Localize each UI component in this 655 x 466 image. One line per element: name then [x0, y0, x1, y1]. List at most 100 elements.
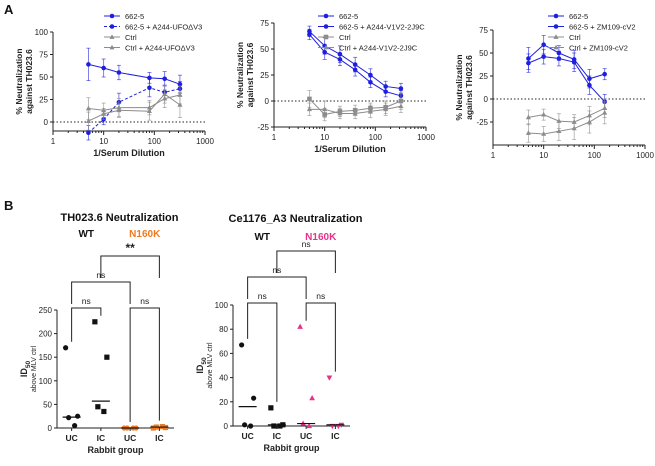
x-axis-label: 1/Serum Dilution	[93, 148, 165, 158]
data-point	[352, 67, 358, 73]
series-line	[528, 107, 605, 123]
group-3	[150, 423, 169, 431]
group-label-wt: WT	[78, 229, 94, 240]
group-2	[297, 323, 316, 429]
id50-chart-th023: TH023.6 Neutralization WT N160K 0 50 100 150 20…	[19, 212, 179, 455]
significance-bracket	[305, 302, 336, 372]
group-3	[326, 375, 345, 430]
panel-label-b: B	[4, 198, 13, 213]
group-0	[238, 342, 257, 429]
legend-label: Ctrl	[339, 33, 351, 42]
y-axis-label-line: % Neutralization	[454, 54, 464, 120]
data-point	[147, 85, 152, 91]
y-axis-label-line: against TH023.6	[464, 55, 474, 120]
legend-marker	[323, 44, 329, 50]
legend-marker	[109, 13, 115, 19]
data-point	[337, 57, 343, 62]
data-point	[116, 70, 122, 75]
y-tick-label: 100	[35, 28, 49, 37]
id50-chart-ce1176: Ce1176_A3 Neutralization WT N160K 0 20 40 60 80…	[195, 213, 363, 453]
legend-label: Ctrl + ZM109-cV2	[569, 44, 628, 53]
y-tick-label: 200	[39, 330, 53, 339]
y-axis-label: % Neutralizationagainst TH023.6	[14, 48, 34, 114]
x-tick-label: 1000	[417, 133, 435, 142]
data-point	[398, 103, 404, 109]
series-line	[88, 63, 181, 85]
y-axis-label-note: above MLV ctrl	[207, 342, 214, 389]
legend-label: 662-5 + A244-V1V2-2J9C	[339, 23, 425, 32]
x-tick-label: IC	[155, 433, 164, 443]
data-point	[101, 111, 107, 116]
data-point	[398, 86, 404, 91]
chart-title: Ce1176_A3 Neutralization	[229, 213, 363, 225]
x-tick-label: IC	[97, 433, 106, 443]
y-tick-label: 50	[479, 49, 488, 58]
data-point	[297, 323, 303, 329]
data-point	[307, 32, 312, 37]
data-point	[85, 118, 91, 123]
x-tick-label: UC	[124, 433, 136, 443]
data-point	[86, 62, 91, 67]
data-point	[541, 42, 546, 48]
legend-marker	[109, 44, 115, 50]
data-point	[602, 71, 607, 77]
y-tick-label: 75	[479, 26, 488, 35]
series-line	[528, 112, 605, 135]
x-tick-label: 10	[99, 137, 108, 146]
data-point	[277, 423, 283, 429]
x-tick-label: 10	[539, 151, 548, 160]
y-tick-label: -25	[257, 123, 269, 132]
y-tick-label: 25	[39, 96, 48, 105]
y-axis-label: ID50	[195, 357, 208, 374]
group-0	[62, 345, 81, 429]
x-axis-label: Rabbit group	[264, 443, 320, 453]
x-tick-label: 10	[320, 133, 329, 142]
data-point	[526, 60, 531, 66]
group-label-wt: WT	[254, 232, 270, 243]
series-3: Ctrl + ZM109-cV2	[525, 44, 628, 143]
legend-marker	[109, 24, 115, 29]
group-2	[121, 425, 140, 431]
neutralization-chart-v1v2: -25 0 25 50 75 1 10 100 1000 1/Serum Dilution % Ne…	[235, 12, 435, 154]
significance-label: **	[125, 241, 135, 255]
legend-marker	[323, 13, 329, 19]
y-tick-label: 40	[219, 374, 228, 383]
significance-bracket	[247, 276, 307, 299]
data-point	[571, 59, 577, 65]
data-point	[368, 79, 373, 85]
y-axis-label-line: against TH023.6	[245, 42, 255, 107]
significance-label: ns	[258, 291, 267, 301]
group-1	[91, 319, 110, 415]
y-axis-label-line: against TH023.6	[24, 49, 34, 114]
x-axis-label: 1/Serum Dilution	[314, 144, 386, 154]
x-tick-label: 1000	[636, 151, 654, 160]
significance-bracket	[276, 250, 336, 273]
y-tick-label: 0	[265, 97, 270, 106]
data-point	[85, 105, 91, 111]
series-line	[88, 94, 181, 111]
legend-label: Ctrl	[125, 33, 137, 42]
data-point	[556, 56, 562, 61]
data-point	[92, 319, 98, 325]
significance-bracket	[129, 307, 160, 422]
data-point	[251, 395, 257, 401]
data-point	[248, 423, 254, 429]
y-axis-label: % Neutralizationagainst TH023.6	[235, 42, 255, 108]
data-point	[322, 106, 328, 112]
data-point	[337, 110, 343, 116]
legend-label: Ctrl + A244-UFOΔV3	[125, 44, 195, 53]
series-line	[88, 93, 181, 122]
data-point	[162, 76, 167, 82]
series-1: 662-5 + A244-V1V2-2J9C	[307, 23, 425, 102]
y-axis-label-main: ID	[19, 368, 29, 378]
data-point	[586, 119, 592, 124]
data-point	[307, 96, 312, 102]
x-tick-label: 1000	[196, 137, 214, 146]
data-point	[116, 107, 122, 113]
data-point	[602, 110, 608, 115]
y-tick-label: 0	[484, 95, 489, 104]
data-point	[86, 130, 91, 136]
data-point	[162, 91, 168, 96]
y-tick-label: 100	[215, 301, 229, 310]
